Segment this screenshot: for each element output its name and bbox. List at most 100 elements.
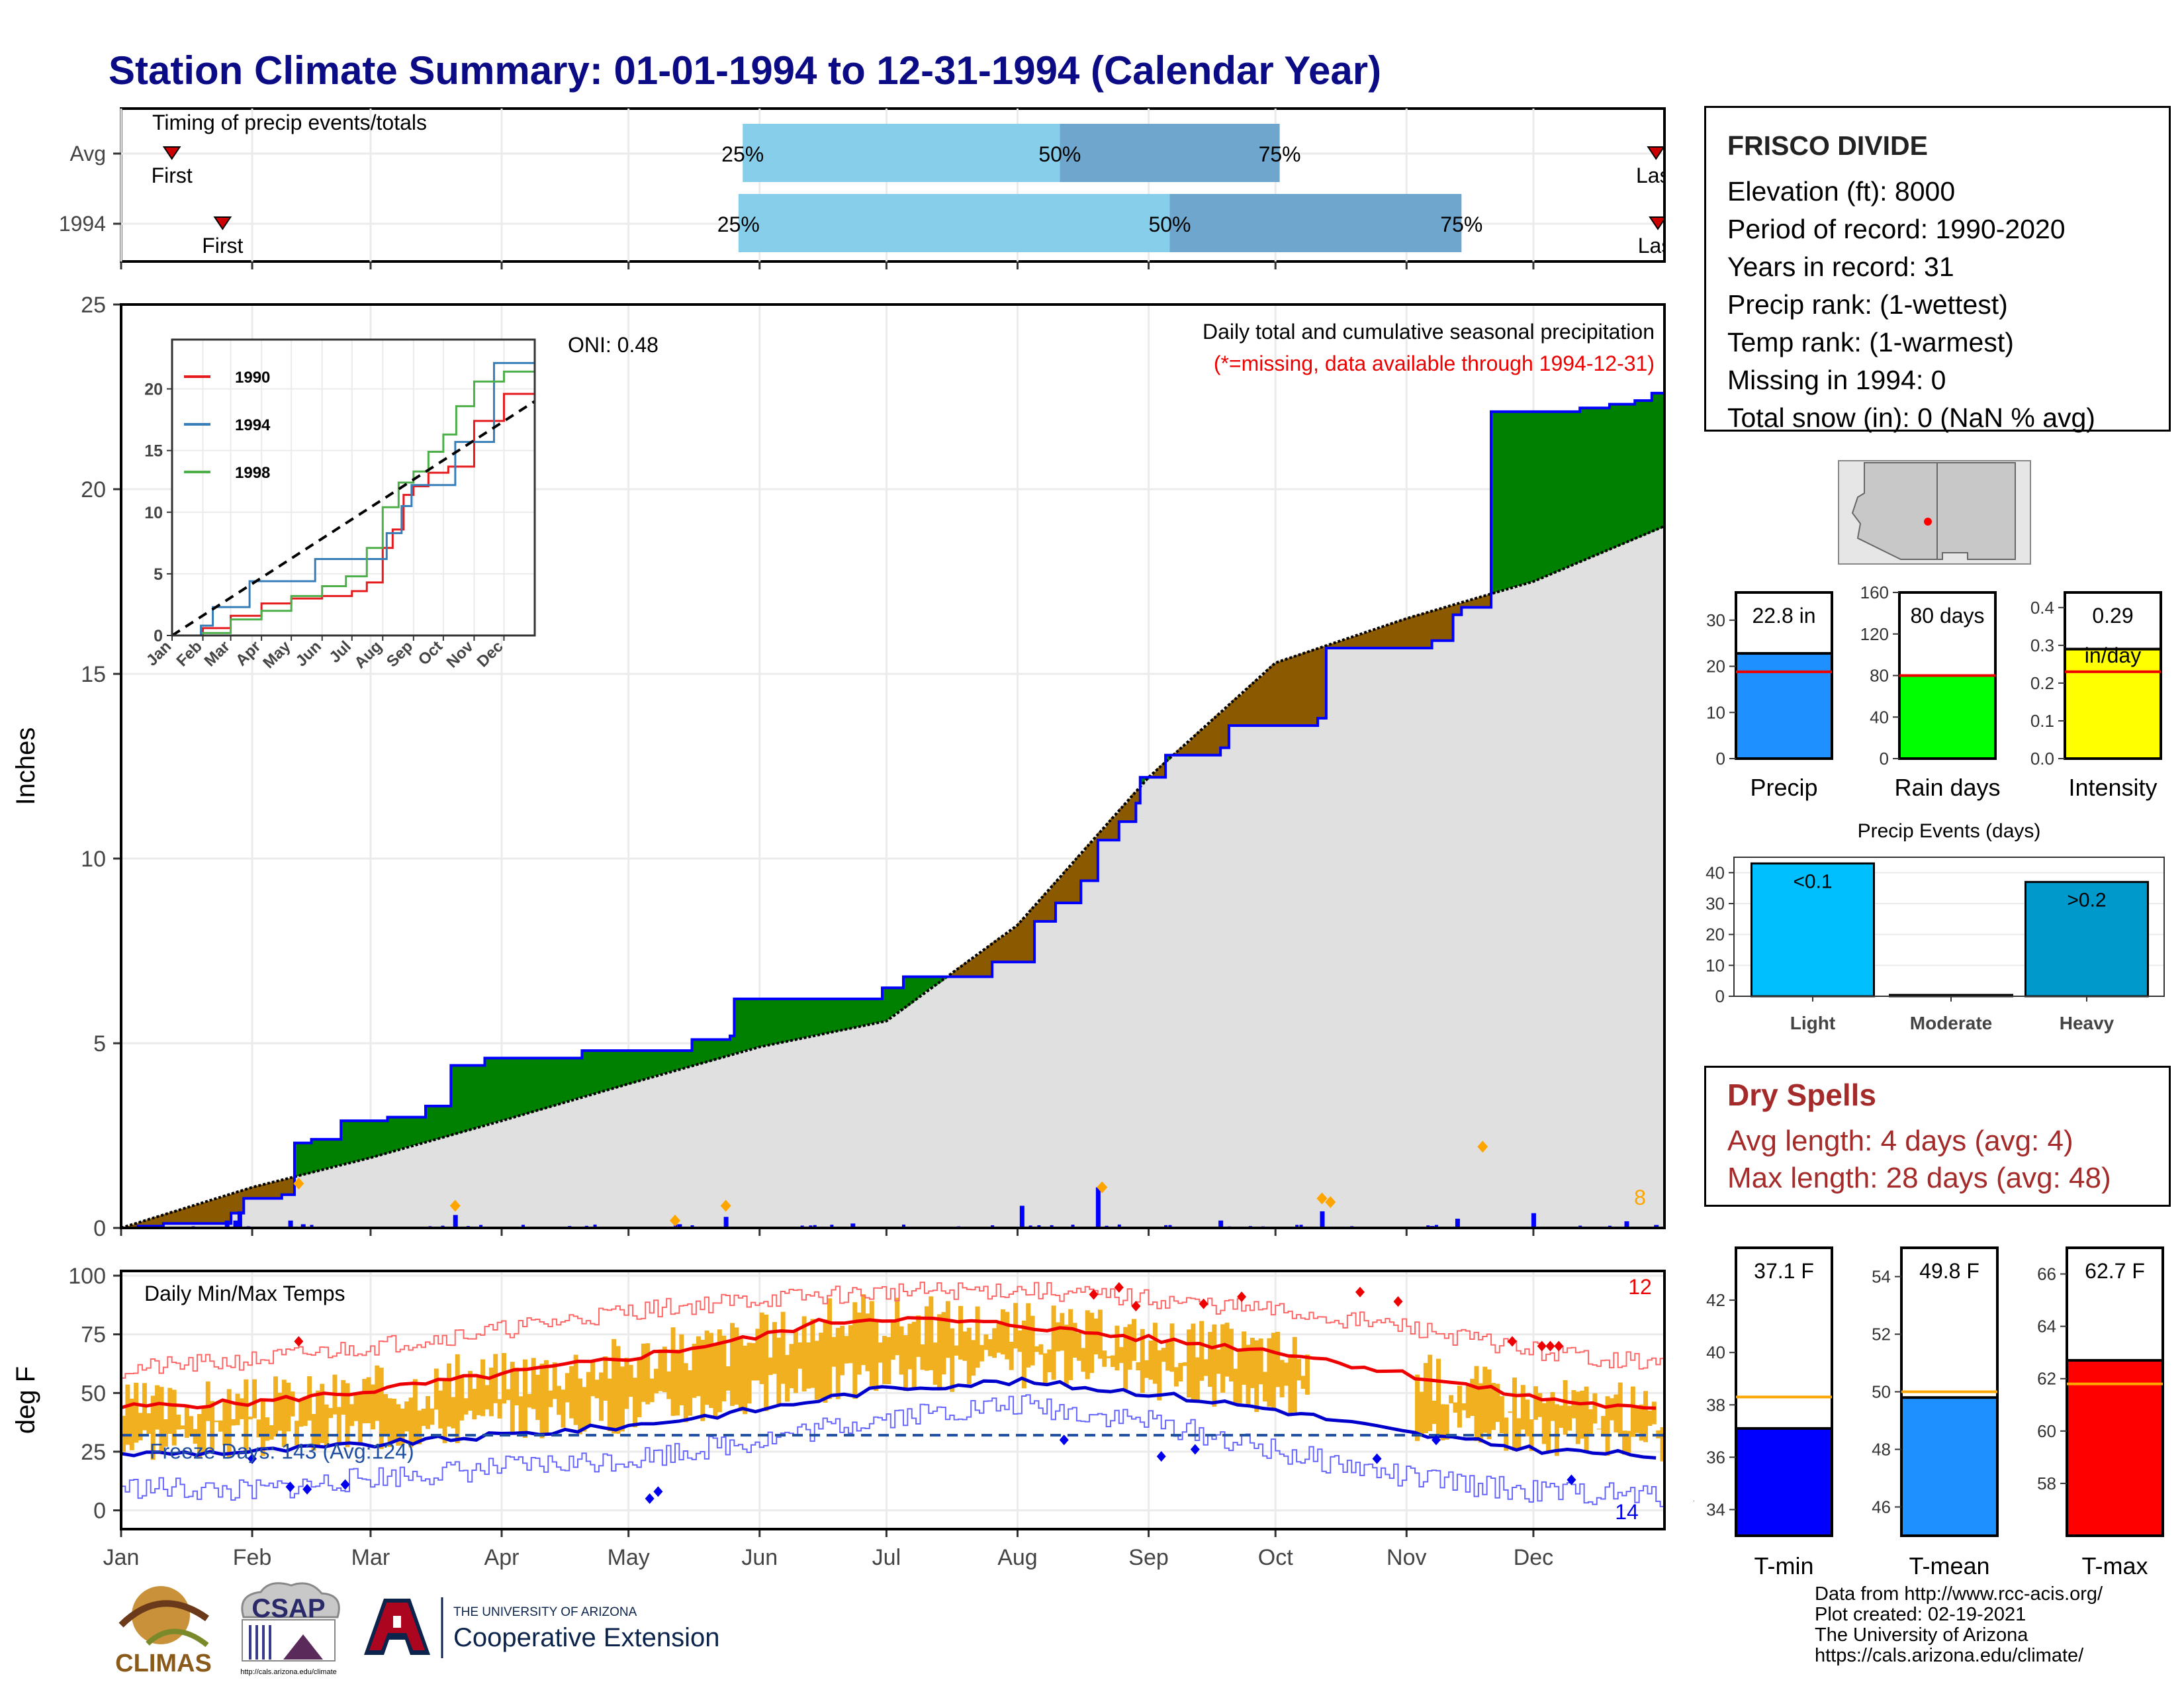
info-period: Period of record: 1990-2020 <box>1727 214 2066 244</box>
daily-temp-bar <box>290 1391 295 1417</box>
anomaly-fill <box>1563 411 1568 569</box>
daily-temp-bar <box>527 1393 532 1408</box>
daily-temp-bar <box>222 1399 228 1446</box>
record-max-line <box>121 1282 1665 1379</box>
anomaly-fill <box>954 970 959 977</box>
inset-series-line <box>172 354 536 637</box>
page-title: Station Climate Summary: 01-01-1994 to 1… <box>109 48 1382 93</box>
daily-temp-bar <box>218 1420 223 1432</box>
anomaly-fill <box>578 1058 583 1098</box>
anomaly-fill <box>869 999 875 1025</box>
daily-temp-bar <box>353 1392 359 1421</box>
anomaly-fill <box>1470 599 1475 608</box>
daily-temp-bar <box>1127 1324 1132 1370</box>
record-high-count: 12 <box>1628 1275 1652 1299</box>
daily-temp-bar <box>1457 1385 1462 1428</box>
daily-temp-bar <box>582 1387 587 1432</box>
daily-temp-bar <box>958 1305 964 1360</box>
daily-temp-bar <box>1076 1333 1081 1361</box>
anomaly-fill <box>1554 411 1560 572</box>
inset-xtick-label: Oct <box>415 637 446 669</box>
daily-precip-bar <box>300 1224 306 1228</box>
anomaly-fill <box>1072 861 1077 903</box>
daily-temp-bar <box>628 1364 633 1397</box>
event-marker <box>1477 1141 1488 1153</box>
daily-temp-bar <box>903 1335 908 1391</box>
anomaly-fill <box>1271 665 1277 726</box>
summary-value-label: 0.29 <box>2092 604 2133 628</box>
daily-temp-bar <box>730 1323 735 1406</box>
anomaly-fill <box>1326 645 1332 648</box>
daily-temp-chart: 0 25 50 75 100 Jan Feb Mar Apr May Jun Jul Aug Sep Oct… <box>11 1264 1694 1570</box>
daily-temp-bar <box>1021 1321 1026 1389</box>
anomaly-fill <box>1042 894 1048 921</box>
daily-temp-bar <box>962 1331 968 1361</box>
climas-logo: CLIMAS <box>115 1586 212 1677</box>
anomaly-fill <box>1351 636 1357 648</box>
daily-temp-bar <box>569 1366 574 1419</box>
daily-temp-bar <box>1461 1403 1467 1411</box>
anomaly-fill <box>700 1039 705 1063</box>
daily-temp-bar <box>954 1345 959 1356</box>
anomaly-fill <box>408 1117 414 1147</box>
temp-xtick-label: Apr <box>484 1545 520 1570</box>
anomaly-fill <box>324 1139 329 1169</box>
daily-temp-bar <box>751 1342 756 1381</box>
anomaly-fill <box>1339 640 1344 648</box>
daily-temp-bar <box>189 1416 194 1436</box>
anomaly-fill <box>1529 411 1534 583</box>
anomaly-fill <box>421 1117 426 1143</box>
anomaly-fill <box>1224 706 1230 748</box>
daily-temp-bar <box>484 1385 490 1410</box>
anomaly-fill <box>1385 625 1390 648</box>
anomaly-fill <box>1406 618 1412 648</box>
first-event-label: First <box>152 164 193 187</box>
daily-temp-bar <box>1187 1329 1192 1398</box>
daily-temp-bar <box>683 1363 688 1423</box>
anomaly-fill <box>231 1193 236 1213</box>
summary-ytick-label: 52 <box>1872 1325 1891 1344</box>
anomaly-fill <box>1136 789 1141 804</box>
anomaly-fill <box>1355 635 1361 648</box>
anomaly-fill <box>895 988 900 1013</box>
anomaly-fill <box>1000 935 1006 962</box>
daily-temp-bar <box>806 1342 811 1389</box>
anomaly-fill <box>1415 615 1420 648</box>
daily-temp-bar <box>1478 1383 1483 1443</box>
daily-temp-bar <box>1182 1362 1187 1366</box>
daily-temp-bar <box>1622 1430 1627 1455</box>
daily-temp-bar <box>1237 1350 1242 1403</box>
anomaly-fill <box>1275 662 1281 726</box>
anomaly-fill <box>975 954 980 977</box>
daily-temp-bar <box>882 1336 887 1384</box>
anomaly-fill <box>1081 851 1086 881</box>
summary-ytick-label: 10 <box>1706 702 1725 722</box>
anomaly-fill <box>1605 408 1610 551</box>
anomaly-fill <box>844 999 849 1029</box>
main-plot-frame <box>120 303 1666 1229</box>
anomaly-fill <box>146 1219 152 1227</box>
anomaly-fill <box>1592 408 1598 556</box>
timing-panel: Timing of precip events/totals Avg 25% 50% 7… <box>59 93 1694 278</box>
daily-temp-bar <box>1207 1332 1212 1387</box>
summary-category-label: Intensity <box>2068 774 2157 801</box>
new-mexico-shape <box>1936 462 2016 560</box>
anomaly-fill <box>1228 702 1234 726</box>
daily-temp-bar <box>379 1368 384 1450</box>
daily-precip-bar <box>1455 1219 1460 1228</box>
record-low-marker <box>285 1481 295 1493</box>
anomaly-fill <box>1283 659 1289 726</box>
daily-temp-bar <box>324 1404 329 1447</box>
anomaly-fill <box>1199 729 1205 755</box>
anomaly-fill <box>493 1058 498 1123</box>
daily-temp-bar <box>328 1408 334 1419</box>
anomaly-fill <box>1559 411 1564 570</box>
anomaly-fill <box>819 999 824 1035</box>
precip-events-ytick-label: 20 <box>1706 925 1725 945</box>
daily-temp-bar <box>607 1378 612 1431</box>
anomaly-fill <box>561 1058 566 1103</box>
anomaly-fill <box>1026 913 1031 962</box>
anomaly-fill <box>929 976 934 989</box>
anomaly-fill <box>294 1143 300 1176</box>
daily-temp-bar <box>578 1378 583 1434</box>
